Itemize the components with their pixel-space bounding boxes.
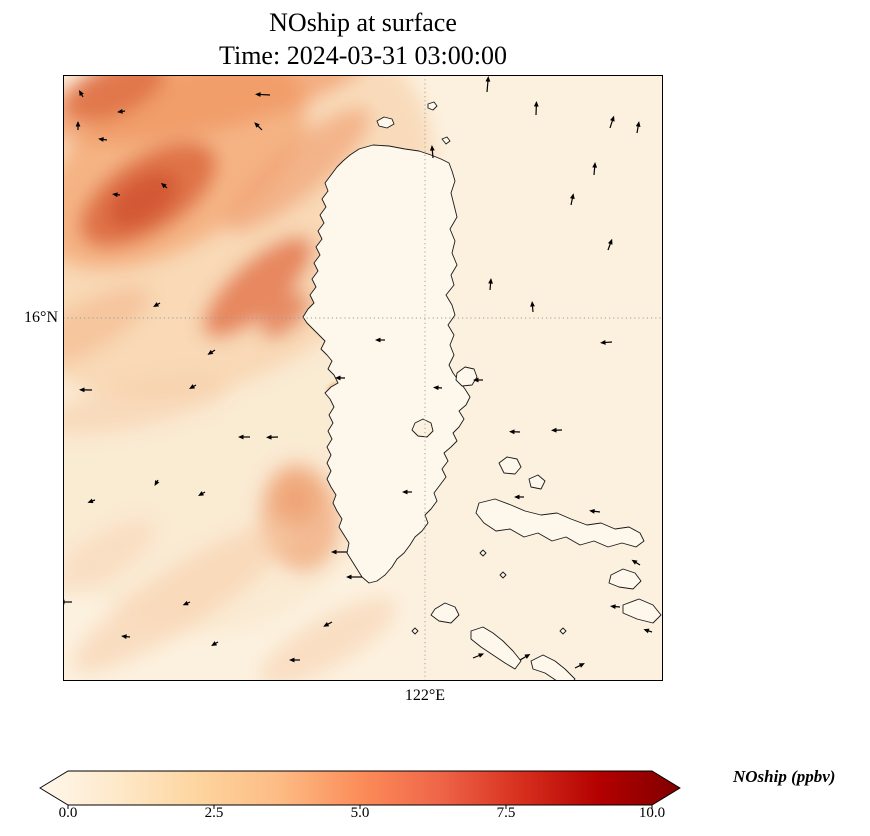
colorbar-tick-label: 2.5 <box>204 805 224 821</box>
colorbar-label: NOship (ppbv) <box>733 767 836 786</box>
island-east-2 <box>498 456 522 475</box>
colorbar-tick-label: 5.0 <box>350 805 370 821</box>
colorbar-tick-label: 10.0 <box>638 805 666 821</box>
islet-3 <box>559 627 567 635</box>
figure-title: NOship at surface Time: 2024-03-31 03:00… <box>63 6 663 72</box>
lon-tick-label: 122°E <box>404 687 446 704</box>
colorbar-tick-label: 7.5 <box>496 805 516 821</box>
islet-4 <box>499 571 507 579</box>
figure-title-line1: NOship at surface <box>269 8 457 37</box>
island-chain-southeast <box>475 498 645 548</box>
islet-1 <box>411 627 419 635</box>
island-southeast-2 <box>622 598 662 624</box>
island-south-3 <box>530 654 576 681</box>
colorbar: 0.0 2.5 5.0 7.5 10.0 NOship (ppbv) <box>0 757 870 836</box>
map-plot <box>63 75 663 681</box>
island-east-1 <box>455 366 478 387</box>
island-east-3 <box>528 474 546 490</box>
axes-frame <box>63 75 663 681</box>
island-south-1 <box>430 602 460 624</box>
islet-2 <box>479 549 487 557</box>
wind-quiver-layer <box>63 76 653 669</box>
colorbar-bar <box>39 770 681 809</box>
island-north-3 <box>441 136 451 145</box>
island-north-1 <box>376 116 395 129</box>
colorbar-gradient <box>39 770 681 806</box>
map-axes <box>63 75 663 681</box>
colorbar-tickmarks <box>67 805 653 809</box>
lat-tick-label: 16°N <box>24 309 58 326</box>
figure-title-line2: Time: 2024-03-31 03:00:00 <box>219 41 507 70</box>
island-south-2 <box>470 626 522 670</box>
gridline-layer <box>63 75 663 681</box>
lake <box>411 418 434 438</box>
colorbar-tick-label: 0.0 <box>58 805 78 821</box>
island-southeast-1 <box>608 568 642 590</box>
island-north-2 <box>427 101 438 111</box>
coastline-layer <box>302 101 662 681</box>
coastline-luzon <box>302 144 471 584</box>
